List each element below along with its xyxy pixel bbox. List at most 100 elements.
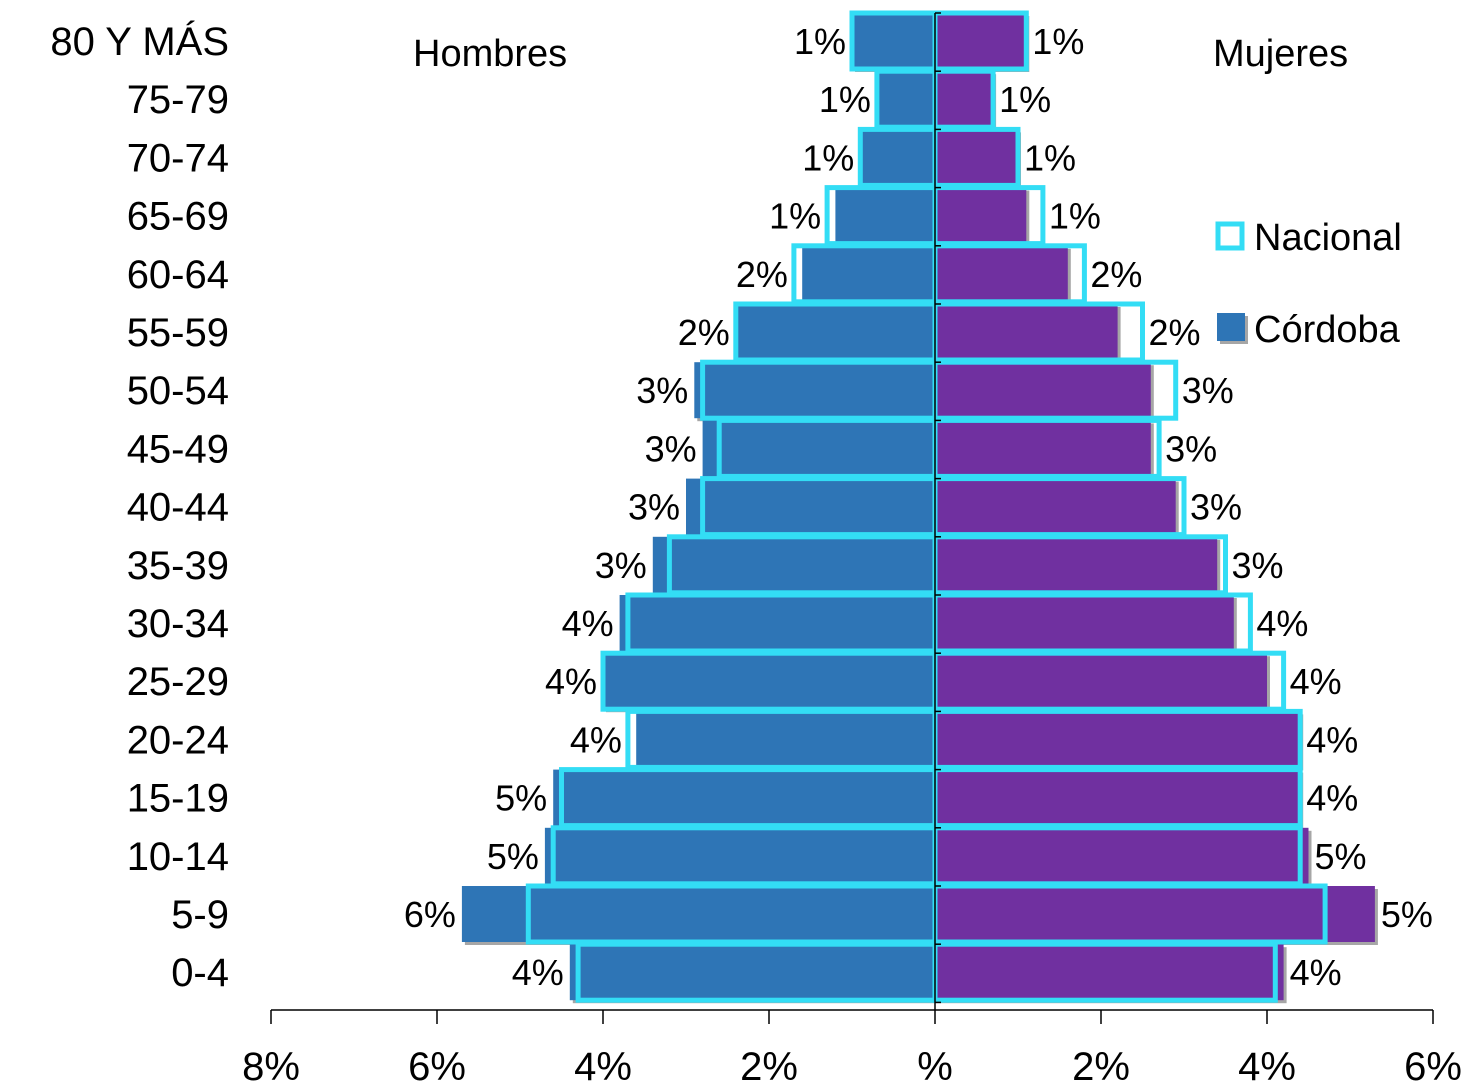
data-label-female: 5% (1381, 894, 1433, 935)
bar-cordoba-male (544, 827, 935, 884)
data-label-male: 4% (545, 661, 597, 702)
data-label-male: 3% (628, 487, 680, 528)
data-label-male: 1% (794, 21, 846, 62)
category-label: 70-74 (127, 136, 229, 180)
category-label: 25-29 (127, 660, 229, 704)
bar-cordoba-male (569, 944, 935, 1001)
bar-cordoba-female (935, 245, 1068, 302)
bar-cordoba-male (735, 304, 935, 360)
bar-cordoba-male (852, 13, 935, 69)
legend-cordoba-swatch (1217, 313, 1245, 341)
category-label: 30-34 (127, 602, 229, 646)
data-label-female: 1% (999, 79, 1051, 120)
data-label-female: 5% (1315, 836, 1367, 877)
data-label-male: 1% (819, 79, 871, 120)
data-label-male: 2% (678, 312, 730, 353)
data-label-male: 3% (636, 370, 688, 411)
data-label-female: 3% (1190, 487, 1242, 528)
category-label: 80 Y MÁS (50, 19, 229, 64)
data-label-female: 4% (1306, 778, 1358, 819)
data-label-female: 1% (1032, 21, 1084, 62)
x-tick-label: 4% (1238, 1045, 1296, 1084)
data-label-male: 6% (404, 894, 456, 935)
legend-cordoba-label: Córdoba (1254, 309, 1401, 351)
data-label-female: 1% (1024, 137, 1076, 178)
bar-cordoba-female (935, 478, 1176, 535)
category-label: 50-54 (127, 369, 229, 413)
data-label-male: 3% (645, 428, 697, 469)
data-label-male: 1% (802, 137, 854, 178)
data-label-male: 4% (570, 719, 622, 760)
legend: Nacional Córdoba (1215, 217, 1402, 351)
bar-cordoba-female (935, 362, 1151, 419)
category-label: 65-69 (127, 195, 229, 239)
bar-cordoba-female (935, 944, 1284, 1001)
data-label-female: 2% (1090, 254, 1142, 295)
data-label-female: 1% (1049, 196, 1101, 237)
data-label-female: 2% (1149, 312, 1201, 353)
data-label-male: 3% (595, 545, 647, 586)
data-label-female: 4% (1290, 952, 1342, 993)
data-label-female: 4% (1290, 661, 1342, 702)
category-label: 5-9 (171, 893, 229, 937)
data-label-male: 1% (769, 196, 821, 237)
bar-cordoba-male (876, 71, 935, 128)
bar-cordoba-male (702, 420, 935, 477)
bar-cordoba-female (935, 653, 1267, 710)
right-side-label: Mujeres (1213, 33, 1348, 75)
bar-cordoba-male (461, 886, 935, 942)
category-label: 55-59 (127, 311, 229, 355)
bar-cordoba-female (935, 187, 1027, 244)
left-side-label: Hombres (413, 33, 567, 75)
bar-cordoba-female (935, 711, 1301, 768)
axis-layer (270, 12, 1434, 1024)
x-tick-label: 4% (574, 1045, 632, 1084)
bar-cordoba-female (935, 827, 1309, 884)
bar-cordoba-male (860, 129, 935, 186)
x-tick-label: % (917, 1045, 953, 1084)
category-label: 40-44 (127, 486, 229, 530)
bar-cordoba-female (935, 304, 1118, 360)
category-label: 0-4 (171, 951, 229, 995)
data-label-male: 4% (562, 603, 614, 644)
data-label-male: 5% (487, 836, 539, 877)
category-label: 75-79 (127, 78, 229, 122)
bar-cordoba-female (935, 420, 1151, 477)
data-label-female: 3% (1182, 370, 1234, 411)
data-label-female: 4% (1306, 719, 1358, 760)
category-label: 10-14 (127, 835, 229, 879)
x-tick-label: 2% (1072, 1045, 1130, 1084)
bar-cordoba-male (603, 653, 935, 710)
bar-cordoba-male (686, 478, 935, 535)
cordoba-bars-layer (461, 13, 1375, 1001)
category-label: 15-19 (127, 777, 229, 821)
labels-layer: 80 Y MÁS 1% 1% 75-79 1% 1% 70-74 1% 1% 65-69 1% 1% 6… (50, 19, 1462, 1089)
data-label-male: 5% (495, 778, 547, 819)
x-tick-label: 8% (242, 1045, 300, 1084)
x-tick-label: 2% (740, 1045, 798, 1084)
bar-cordoba-male (652, 536, 935, 593)
bar-cordoba-female (935, 886, 1375, 942)
bar-cordoba-female (935, 13, 1027, 69)
bar-cordoba-male (802, 245, 935, 302)
data-label-female: 4% (1256, 603, 1308, 644)
bar-cordoba-female (935, 769, 1301, 826)
data-label-male: 2% (736, 254, 788, 295)
category-label: 45-49 (127, 427, 229, 471)
bar-cordoba-male (636, 711, 935, 768)
legend-nacional-swatch (1215, 221, 1245, 251)
bar-cordoba-female (935, 129, 1018, 186)
data-label-female: 3% (1232, 545, 1284, 586)
bar-cordoba-male (694, 362, 935, 419)
bar-cordoba-female (935, 536, 1218, 593)
category-label: 60-64 (127, 253, 229, 297)
bar-cordoba-male (835, 187, 935, 244)
bar-cordoba-male (619, 595, 935, 651)
bar-cordoba-male (553, 769, 935, 826)
x-tick-label: 6% (1404, 1045, 1462, 1084)
x-tick-label: 6% (408, 1045, 466, 1084)
data-label-female: 3% (1165, 428, 1217, 469)
category-label: 35-39 (127, 544, 229, 588)
